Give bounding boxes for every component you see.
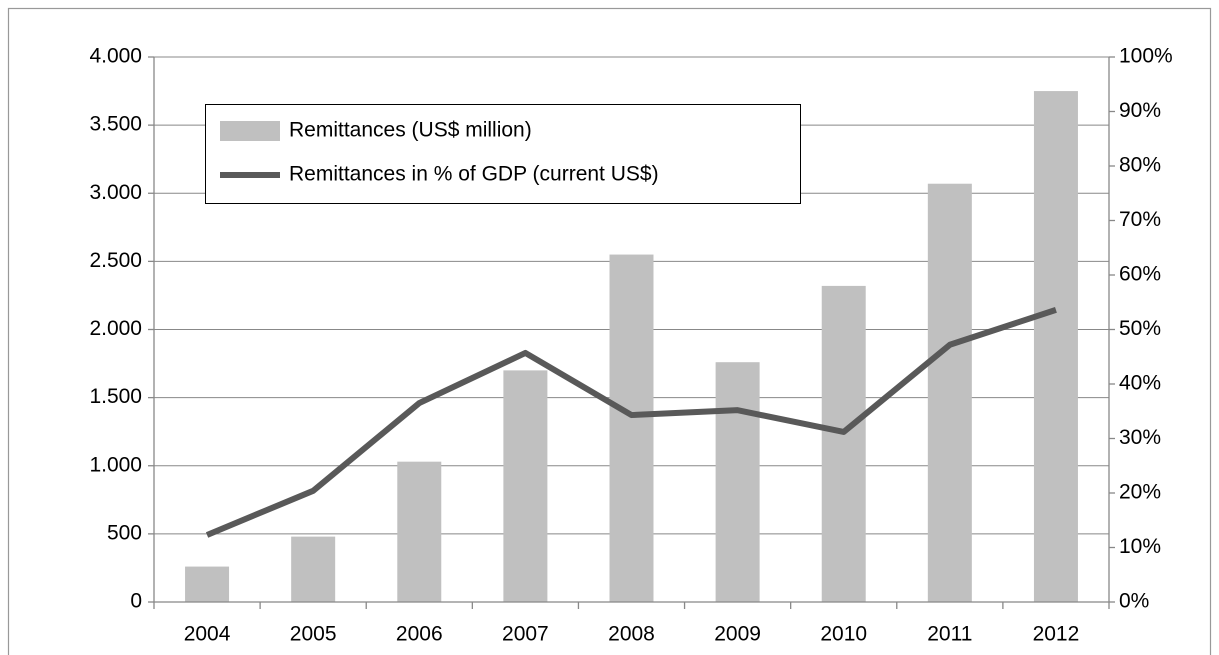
bar (1033, 91, 1078, 602)
x-tick-label: 2012 (1033, 623, 1080, 646)
y-tick-label: 3.500 (89, 113, 142, 136)
y-tick-label: 2.000 (89, 317, 142, 340)
y-tick-label: 1.500 (89, 385, 142, 408)
y2-tick-label: 10% (1119, 535, 1161, 558)
bar (821, 285, 866, 602)
bar (185, 566, 230, 602)
y2-tick-label: 40% (1119, 372, 1161, 395)
y2-tick-label: 30% (1119, 426, 1161, 449)
y2-tick-label: 100% (1119, 45, 1173, 68)
y2-tick-label: 50% (1119, 317, 1161, 340)
bar (503, 370, 548, 602)
x-tick-label: 2010 (820, 623, 867, 646)
bar (291, 536, 336, 602)
bar (397, 461, 442, 602)
y-tick-label: 0 (130, 590, 142, 613)
x-tick-label: 2006 (396, 623, 443, 646)
y-tick-label: 4.000 (89, 45, 142, 68)
x-tick-label: 2004 (184, 623, 231, 646)
x-tick-label: 2007 (502, 623, 549, 646)
legend-box (205, 104, 801, 204)
y2-tick-label: 20% (1119, 481, 1161, 504)
x-tick-label: 2009 (714, 623, 761, 646)
legend-label: Remittances (US$ million) (289, 119, 532, 142)
legend-label: Remittances in % of GDP (current US$) (289, 163, 659, 186)
y-tick-label: 500 (107, 521, 142, 544)
y2-tick-label: 0% (1119, 590, 1149, 613)
bar (609, 254, 654, 602)
bar (715, 362, 760, 602)
y2-tick-label: 70% (1119, 208, 1161, 231)
x-tick-label: 2008 (608, 623, 655, 646)
y2-tick-label: 80% (1119, 154, 1161, 177)
y-tick-label: 2.500 (89, 249, 142, 272)
y-tick-label: 3.000 (89, 181, 142, 204)
x-tick-label: 2005 (290, 623, 337, 646)
y2-tick-label: 90% (1119, 99, 1161, 122)
y2-tick-label: 60% (1119, 263, 1161, 286)
bar (927, 183, 972, 602)
x-tick-label: 2011 (927, 623, 972, 646)
legend-swatch (220, 121, 280, 141)
y-tick-label: 1.000 (89, 453, 142, 476)
line-series (205, 307, 1057, 538)
